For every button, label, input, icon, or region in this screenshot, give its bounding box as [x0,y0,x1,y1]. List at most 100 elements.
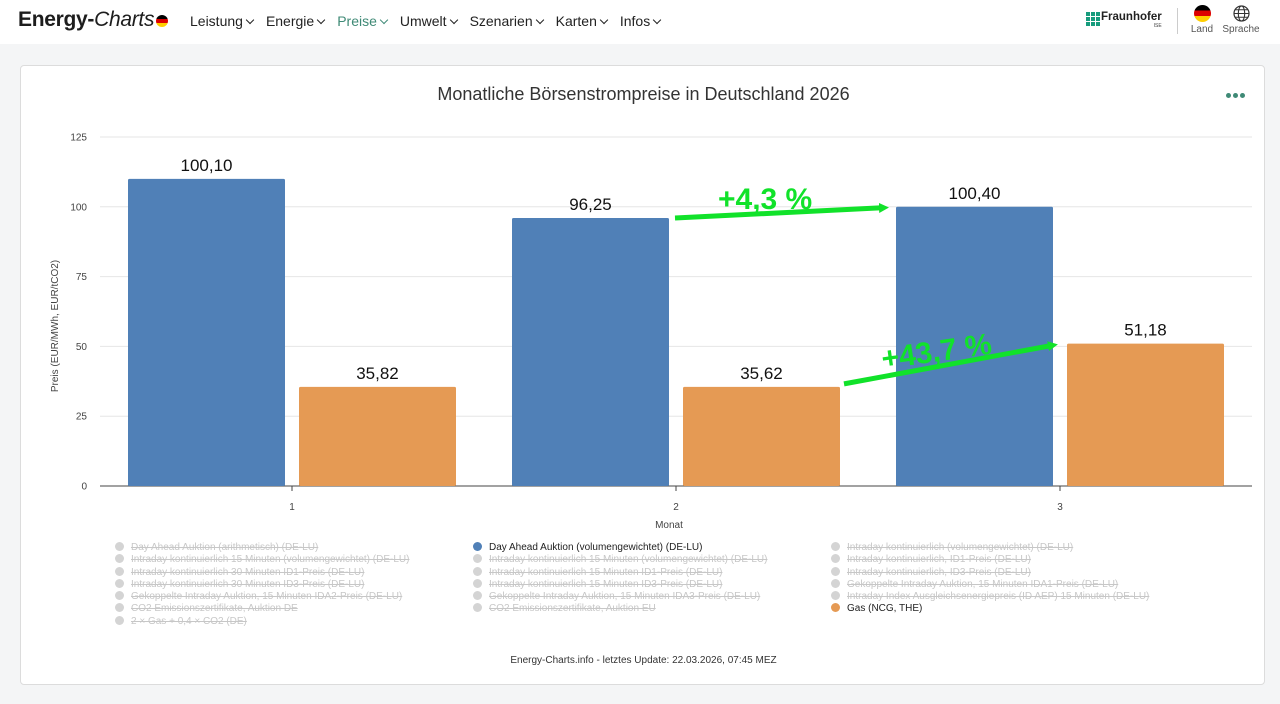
data-label: 35,82 [356,364,399,383]
legend-label: Intraday kontinuierlich 30 Minuten ID1-P… [131,566,365,578]
legend-dot-icon [473,591,482,601]
legend-label: Gekoppelte Intraday Auktion, 15 Minuten … [489,591,761,603]
legend-dot-icon [115,591,124,601]
legend-dot-icon [115,542,124,551]
chevron-down-icon [379,15,389,25]
legend-item[interactable]: Gekoppelte Intraday Auktion, 15 Minuten … [473,591,833,603]
legend-label: Intraday kontinuierlich 15 Minuten ID1-P… [489,566,723,578]
x-tick-label: 2 [673,502,679,513]
nav-item-label: Preise [337,13,377,29]
energy-charts-logo[interactable]: Energy-Charts [18,8,169,32]
legend-column: Day Ahead Auktion (volumengewichtet) (DE… [473,542,833,616]
main-nav: Leistung Energie Preise Umwelt Szenarien Kart… [190,13,673,29]
nav-item-energie[interactable]: Energie [266,13,326,29]
data-label: 100,10 [181,156,233,175]
legend-dot-icon [473,566,482,576]
arrow-annotation [843,341,1058,387]
data-labels: 100,10 35,82 96,25 35,62 100,40 51,18 [181,156,1167,383]
bars [128,178,1224,487]
legend-item[interactable]: 2 × Gas + 0,4 × CO2 (DE) [115,615,475,628]
data-label: 100,40 [949,184,1001,203]
annotation-text: +4,3 % [718,183,812,216]
legend-dot-icon [115,566,124,576]
legend-dot-icon [831,603,840,613]
nav-item-leistung[interactable]: Leistung [190,13,255,29]
legend-item[interactable]: CO2 Emissionszertifikate, Auktion DE [115,603,475,615]
y-tick-label: 50 [76,342,88,353]
legend-dot-icon [115,603,124,613]
legend-dot-icon [831,566,840,576]
legend-item[interactable]: Intraday kontinuierlich, ID3-Preis (DE-L… [831,566,1191,579]
legend-dot-icon [115,615,124,625]
y-tick-label: 125 [70,133,87,144]
legend-dot-icon [831,591,840,601]
legend-label: Intraday kontinuierlich, ID3-Preis (DE-L… [847,566,1031,578]
legend-item[interactable]: Day Ahead Auktion (arithmetisch) (DE-LU) [115,542,475,554]
legend-label: Day Ahead Auktion (volumengewichtet) (DE… [489,542,703,553]
legend-item[interactable]: CO2 Emissionszertifikate, Auktion EU [473,603,833,615]
legend-label: Intraday kontinuierlich 15 Minuten (volu… [489,554,768,566]
legend-label: CO2 Emissionszertifikate, Auktion EU [489,603,656,615]
legend-item[interactable]: Intraday kontinuierlich, ID1-Preis (DE-L… [831,554,1191,566]
legend-label: CO2 Emissionszertifikate, Auktion DE [131,603,298,615]
country-selector[interactable]: Land [1182,5,1222,35]
nav-item-label: Infos [619,13,651,29]
legend-column: Day Ahead Auktion (arithmetisch) (DE-LU)… [115,542,475,628]
legend-item[interactable]: Intraday kontinuierlich 15 Minuten ID1-P… [473,566,833,579]
legend-dot-icon [831,554,840,564]
nav-item-karten[interactable]: Karten [555,13,609,29]
data-label: 51,18 [1124,321,1167,340]
legend-label: 2 × Gas + 0,4 × CO2 (DE) [131,615,247,627]
bar[interactable] [896,206,1053,487]
legend-dot-icon [473,542,482,551]
bar[interactable] [299,386,456,486]
bar[interactable] [128,178,285,486]
legend-label: Intraday kontinuierlich 30 Minuten ID3-P… [131,578,365,590]
legend-item[interactable]: Intraday kontinuierlich (volumengewichte… [831,542,1191,554]
bar[interactable] [1067,343,1224,486]
nav-item-label: Karten [555,13,597,29]
legend-label: Day Ahead Auktion (arithmetisch) (DE-LU) [131,542,319,553]
chevron-down-icon [652,15,662,25]
legend-label: Intraday kontinuierlich 15 Minuten ID3-P… [489,578,723,590]
chevron-down-icon [449,15,458,25]
legend-item[interactable]: Day Ahead Auktion (volumengewichtet) (DE… [473,542,833,554]
legend-dot-icon [473,603,482,613]
legend-label: Intraday kontinuierlich (volumengewichte… [847,542,1074,553]
nav-item-umwelt[interactable]: Umwelt [400,13,458,29]
legend-item[interactable]: Gas (NCG, THE) [831,603,1191,615]
chevron-down-icon [245,15,255,25]
legend-item[interactable]: Intraday kontinuierlich 30 Minuten ID3-P… [115,578,475,591]
legend-label: Gekoppelte Intraday Auktion, 15 Minuten … [131,591,403,603]
legend-item[interactable]: Intraday kontinuierlich 15 Minuten (volu… [115,554,475,566]
bar[interactable] [683,386,840,486]
germany-flag-icon [1193,5,1211,22]
legend-item[interactable]: Intraday kontinuierlich 30 Minuten ID1-P… [115,566,475,579]
language-selector[interactable]: Sprache [1221,5,1261,35]
chart-card: Monatliche Börsenstrompreise in Deutschl… [20,65,1265,685]
footer-update-note: Energy-Charts.info - letztes Update: 22.… [510,655,777,666]
fraunhofer-logo[interactable]: Fraunhofer ISE [1086,11,1162,29]
data-label: 96,25 [569,195,612,214]
legend-dot-icon [831,542,840,551]
fraunhofer-sub-text: ISE [1153,23,1162,29]
chart-menu-icon[interactable] [1226,93,1245,98]
country-label: Land [1190,24,1214,35]
legend-item[interactable]: Gekoppelte Intraday Auktion, 15 Minuten … [831,578,1191,591]
legend-item[interactable]: Intraday kontinuierlich 15 Minuten (volu… [473,554,833,566]
logo-italic-text: Charts [94,8,155,31]
data-label: 35,62 [740,364,783,383]
legend-label: Intraday Index Ausgleichsenergiepreis (I… [847,591,1150,603]
legend-item[interactable]: Intraday Index Ausgleichsenergiepreis (I… [831,591,1191,603]
x-tick-label: 1 [289,502,295,513]
legend-item[interactable]: Gekoppelte Intraday Auktion, 15 Minuten … [115,591,475,603]
bar[interactable] [512,217,669,486]
legend-dot-icon [115,554,124,564]
nav-item-label: Leistung [190,13,243,29]
nav-item-preise[interactable]: Preise [337,13,389,29]
nav-item-infos[interactable]: Infos [619,13,662,29]
fraunhofer-mark-icon [1086,12,1100,26]
nav-item-szenarien[interactable]: Szenarien [470,13,544,29]
legend-item[interactable]: Intraday kontinuierlich 15 Minuten ID3-P… [473,578,833,591]
